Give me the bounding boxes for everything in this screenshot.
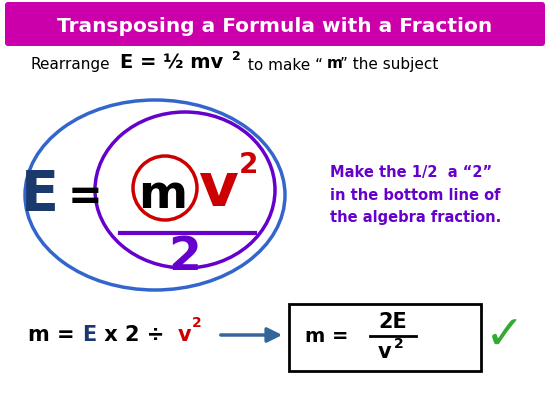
Text: v: v	[178, 325, 191, 345]
Text: =: =	[68, 176, 102, 218]
Text: ” the subject: ” the subject	[340, 57, 438, 73]
Text: 2: 2	[192, 316, 202, 330]
FancyBboxPatch shape	[5, 2, 545, 46]
Text: v: v	[378, 342, 392, 362]
Text: E: E	[21, 168, 59, 222]
Text: 2: 2	[168, 235, 201, 281]
Text: Transposing a Formula with a Fraction: Transposing a Formula with a Fraction	[57, 16, 493, 36]
FancyBboxPatch shape	[289, 304, 481, 371]
Text: E: E	[82, 325, 96, 345]
Text: 2E: 2E	[378, 312, 408, 332]
Text: E = ½ mv: E = ½ mv	[120, 53, 223, 73]
Text: m =: m =	[305, 328, 355, 346]
Text: m =: m =	[28, 325, 82, 345]
Text: v: v	[198, 160, 238, 219]
Text: Rearrange: Rearrange	[30, 57, 109, 73]
Text: m: m	[139, 174, 188, 219]
Text: to make “: to make “	[243, 57, 323, 73]
Text: x 2 ÷: x 2 ÷	[97, 325, 172, 345]
Text: 2: 2	[232, 49, 241, 63]
Text: 2: 2	[238, 151, 258, 179]
Text: ✓: ✓	[485, 314, 525, 360]
Text: Make the 1/2  a “2”
in the bottom line of
the algebra fraction.: Make the 1/2 a “2” in the bottom line of…	[330, 165, 501, 225]
Text: m: m	[327, 55, 343, 71]
Text: 2: 2	[394, 337, 404, 351]
